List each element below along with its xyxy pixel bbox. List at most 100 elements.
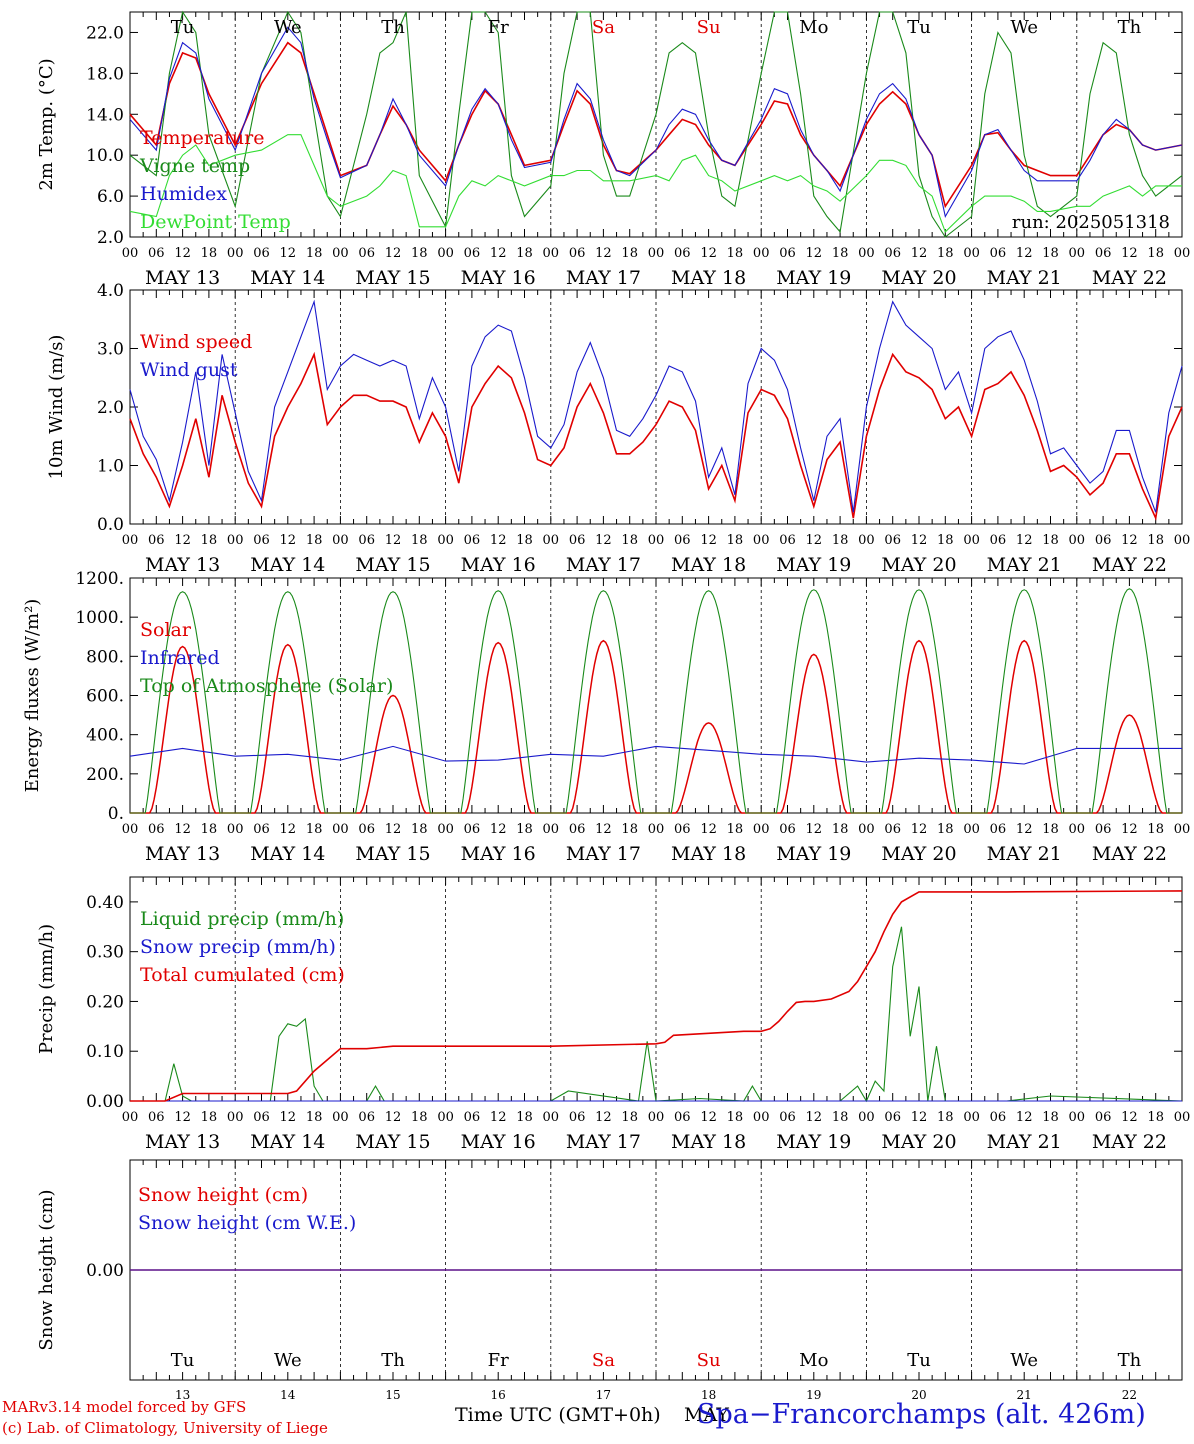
weekday-label: Fr <box>488 17 509 38</box>
temp-hour-label: 06 <box>990 246 1007 261</box>
wind-hour-label: 06 <box>674 533 691 548</box>
wind-hour-label: 12 <box>595 533 612 548</box>
wind-hour-label: 00 <box>227 533 244 548</box>
temp-y-tick-label: 2.0 <box>97 228 124 248</box>
precip-hour-label: 06 <box>884 1110 901 1125</box>
wind-hour-label: 06 <box>779 533 796 548</box>
energy-hour-label: 18 <box>937 822 954 837</box>
wind-hour-label: 00 <box>332 533 349 548</box>
energy-date-label: MAY 14 <box>250 843 325 865</box>
precip-y-tick-label: 0.40 <box>86 893 124 913</box>
precip-date-label: MAY 18 <box>671 1131 746 1153</box>
energy-hour-label: 18 <box>306 822 323 837</box>
precip-series-liquid-precip-mm-h- <box>130 926 1183 1103</box>
temp-date-label: MAY 20 <box>881 267 956 289</box>
precip-hour-label: 12 <box>385 1110 402 1125</box>
wind-hour-label: 12 <box>385 533 402 548</box>
energy-y-tick-label: 1000. <box>75 608 124 628</box>
wind-hour-label: 06 <box>1095 533 1112 548</box>
wind-hour-label: 18 <box>621 533 638 548</box>
energy-hour-label: 00 <box>858 822 875 837</box>
energy-hour-label: 12 <box>1016 822 1033 837</box>
temp-date-label: MAY 21 <box>987 267 1062 289</box>
precip-y-tick-label: 0.30 <box>86 943 124 963</box>
temp-hour-label: 18 <box>411 246 428 261</box>
wind-y-tick-label: 2.0 <box>97 398 124 418</box>
precip-hour-label: 18 <box>201 1110 218 1125</box>
energy-date-label: MAY 16 <box>461 843 536 865</box>
wind-hour-label: 00 <box>753 533 770 548</box>
precip-hour-label: 18 <box>1147 1110 1164 1125</box>
energy-hour-label: 06 <box>990 822 1007 837</box>
temp-series-humidex <box>129 26 1183 219</box>
day-number-label: 18 <box>701 1388 716 1402</box>
energy-series-top-of-atmosphere-solar- <box>130 588 1182 814</box>
energy-date-label: MAY 18 <box>671 843 746 865</box>
temp-hour-label: 00 <box>122 246 139 261</box>
temp-legend-entry: Vigne temp <box>139 155 250 177</box>
wind-hour-label: 00 <box>543 533 560 548</box>
wind-date-label: MAY 16 <box>461 554 536 576</box>
wind-hour-label: 18 <box>727 533 744 548</box>
wind-hour-label: 06 <box>884 533 901 548</box>
temp-y-tick-label: 6.0 <box>97 187 124 207</box>
snow-legend-entry: Snow height (cm W.E.) <box>138 1212 356 1234</box>
precip-hour-label: 18 <box>411 1110 428 1125</box>
wind-hour-label: 06 <box>990 533 1007 548</box>
weekday-label: We <box>1010 1350 1038 1371</box>
temp-legend-entry: DewPoint Temp <box>140 211 291 233</box>
energy-hour-label: 06 <box>674 822 691 837</box>
energy-hour-label: 00 <box>122 822 139 837</box>
energy-date-label: MAY 15 <box>355 843 430 865</box>
precip-date-label: MAY 20 <box>881 1131 956 1153</box>
temp-y-tick-label: 10.0 <box>86 146 124 166</box>
wind-date-label: MAY 20 <box>881 554 956 576</box>
precip-hour-label: 00 <box>1174 1110 1191 1125</box>
weekday-label: We <box>1010 17 1038 38</box>
energy-hour-label: 18 <box>832 822 849 837</box>
precip-date-label: MAY 16 <box>461 1131 536 1153</box>
energy-legend-entry: Infrared <box>140 647 220 669</box>
precip-hour-label: 18 <box>832 1110 849 1125</box>
wind-hour-label: 12 <box>490 533 507 548</box>
temp-hour-label: 00 <box>648 246 665 261</box>
wind-hour-label: 18 <box>306 533 323 548</box>
day-number-label: 16 <box>491 1388 506 1402</box>
temp-y-tick-label: 22.0 <box>86 23 124 43</box>
energy-hour-label: 12 <box>806 822 823 837</box>
precip-y-tick-label: 0.00 <box>86 1092 124 1112</box>
energy-date-label: MAY 21 <box>987 843 1062 865</box>
wind-y-axis-label: 10m Wind (m/s) <box>46 335 67 480</box>
wind-series-wind-speed <box>129 351 1183 521</box>
snow-y-axis-label: Snow height (cm) <box>36 1189 57 1350</box>
wind-date-label: MAY 18 <box>671 554 746 576</box>
precip-hour-label: 06 <box>674 1110 691 1125</box>
temp-hour-label: 00 <box>1174 246 1191 261</box>
precip-hour-label: 18 <box>621 1110 638 1125</box>
temp-hour-label: 06 <box>1095 246 1112 261</box>
wind-date-label: MAY 22 <box>1092 554 1167 576</box>
day-number-label: 22 <box>1122 1388 1137 1402</box>
wind-y-tick-label: 0.0 <box>97 515 124 535</box>
energy-y-tick-label: 800. <box>86 647 124 667</box>
temp-hour-label: 12 <box>280 246 297 261</box>
wind-hour-label: 18 <box>1042 533 1059 548</box>
temp-date-label: MAY 18 <box>671 267 746 289</box>
precip-hour-label: 18 <box>306 1110 323 1125</box>
energy-hour-label: 18 <box>1147 822 1164 837</box>
temp-hour-label: 12 <box>700 246 717 261</box>
energy-hour-label: 00 <box>963 822 980 837</box>
temp-hour-label: 00 <box>437 246 454 261</box>
precip-date-label: MAY 17 <box>566 1131 641 1153</box>
temp-legend-entry: Temperature <box>140 127 264 149</box>
weekday-label: Tu <box>907 1350 931 1371</box>
wind-date-label: MAY 17 <box>566 554 641 576</box>
temp-hour-label: 12 <box>174 246 191 261</box>
weekday-label: Sa <box>592 1350 615 1371</box>
energy-hour-label: 06 <box>148 822 165 837</box>
weekday-label: Th <box>381 1350 405 1371</box>
temp-hour-label: 00 <box>858 246 875 261</box>
precip-date-label: MAY 19 <box>776 1131 851 1153</box>
precip-hour-label: 00 <box>753 1110 770 1125</box>
